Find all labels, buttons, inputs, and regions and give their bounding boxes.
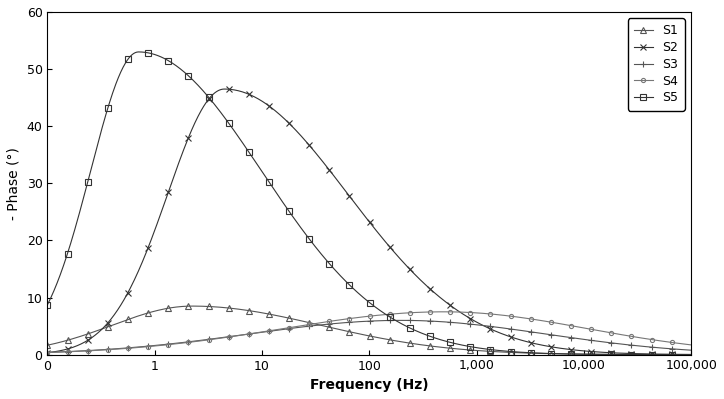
S1 bbox=[687, 352, 696, 357]
S5 bbox=[687, 352, 696, 357]
S3 bbox=[43, 350, 51, 355]
S4 bbox=[434, 310, 442, 314]
S3 bbox=[687, 348, 696, 353]
Legend: S1, S2, S3, S4, S5: S1, S2, S3, S4, S5 bbox=[628, 18, 685, 111]
S4 bbox=[532, 317, 541, 322]
S2 bbox=[83, 338, 91, 343]
S5 bbox=[134, 49, 143, 54]
S5 bbox=[418, 331, 426, 336]
S2 bbox=[418, 279, 426, 284]
S5 bbox=[454, 342, 463, 347]
S1 bbox=[418, 342, 426, 347]
S1 bbox=[83, 332, 91, 337]
S4 bbox=[440, 309, 449, 314]
S1 bbox=[43, 343, 51, 348]
S3 bbox=[598, 340, 607, 344]
S2 bbox=[687, 352, 696, 357]
S2 bbox=[43, 350, 51, 355]
X-axis label: Frequency (Hz): Frequency (Hz) bbox=[310, 378, 429, 392]
S1 bbox=[434, 345, 443, 350]
S5 bbox=[43, 302, 51, 307]
S1 bbox=[188, 304, 197, 308]
S3 bbox=[397, 318, 405, 323]
S2 bbox=[454, 308, 463, 313]
Line: S1: S1 bbox=[45, 303, 694, 358]
Line: S5: S5 bbox=[45, 49, 694, 358]
Line: S2: S2 bbox=[44, 85, 694, 358]
S5 bbox=[434, 337, 443, 342]
S5 bbox=[598, 352, 607, 357]
S2 bbox=[598, 350, 607, 355]
S1 bbox=[454, 347, 463, 352]
S3 bbox=[83, 348, 91, 353]
S5 bbox=[83, 183, 91, 188]
S4 bbox=[598, 329, 607, 334]
Y-axis label: - Phase (°): - Phase (°) bbox=[7, 147, 21, 220]
S4 bbox=[43, 350, 51, 355]
S4 bbox=[417, 310, 426, 315]
S5 bbox=[532, 351, 541, 356]
S2 bbox=[532, 342, 541, 346]
Line: S4: S4 bbox=[46, 310, 693, 355]
S4 bbox=[83, 348, 91, 353]
S3 bbox=[434, 319, 443, 324]
S2 bbox=[434, 294, 443, 299]
S4 bbox=[687, 342, 696, 347]
S3 bbox=[418, 318, 426, 323]
S2 bbox=[220, 87, 229, 91]
S4 bbox=[454, 310, 463, 314]
S3 bbox=[454, 320, 463, 325]
S1 bbox=[532, 351, 541, 356]
Line: S3: S3 bbox=[44, 317, 694, 356]
S1 bbox=[598, 352, 607, 357]
S3 bbox=[532, 330, 541, 335]
